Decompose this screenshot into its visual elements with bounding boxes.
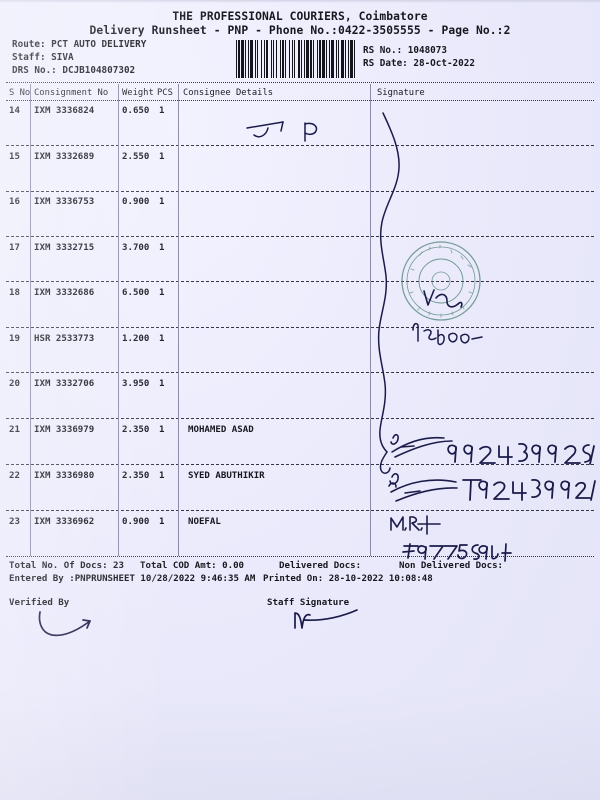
total-cod-amount: Total COD Amt: 0.00: [140, 561, 245, 571]
cell-s-no: 23: [9, 517, 20, 527]
entered-by: Entered By :PNPRUNSHEET 10/28/2022 9:46:…: [9, 574, 256, 584]
handwritten-signature-row22: [388, 473, 458, 502]
handwritten-vertical-stroke: [377, 112, 400, 474]
delivered-docs: Delivered Docs:: [279, 561, 362, 571]
non-delivered-docs: Non Delivered Docs:: [399, 561, 504, 571]
header-meta-left: Route: PCT AUTO DELIVERY Staff: SIVA DRS…: [12, 38, 146, 78]
cell-pcs: 1: [159, 517, 165, 527]
cell-consignment-no: IXM 3332706: [34, 379, 95, 389]
cell-s-no: 14: [9, 106, 20, 116]
cell-s-no: 19: [9, 334, 20, 344]
cell-weight: 3.700: [122, 243, 150, 253]
cell-weight: 1.200: [122, 334, 150, 344]
rs-no-line: RS No.: 1048073: [363, 45, 447, 56]
table-row-rule: [6, 418, 594, 419]
col-header-weight: Weight: [122, 88, 154, 98]
cell-s-no: 17: [9, 243, 20, 253]
cell-weight: 0.650: [122, 106, 150, 116]
company-title: THE PROFESSIONAL COURIERS, Coimbatore: [172, 10, 428, 23]
cell-consignment-no: IXM 3336824: [34, 106, 95, 116]
cell-s-no: 20: [9, 379, 20, 389]
table-row-rule: [6, 145, 594, 146]
cell-pcs: 1: [159, 471, 165, 481]
cell-pcs: 1: [159, 288, 165, 298]
handwritten-verified-by-mark: [38, 611, 91, 637]
cell-s-no: 22: [9, 471, 20, 481]
table-row-rule: [6, 281, 594, 282]
cell-weight: 0.900: [122, 197, 150, 207]
header-meta-right: RS No.: 1048073 RS Date: 28-Oct-2022: [363, 44, 475, 71]
handwritten-staff-signature-mark: [294, 609, 358, 629]
col-header-pcs: PCS: [157, 88, 173, 98]
handwritten-signature-row21: [390, 433, 453, 458]
table-rule-top: [6, 82, 594, 83]
handwritten-phone-row21: [447, 442, 595, 465]
handwritten-phone-row22: [462, 478, 596, 501]
cell-pcs: 1: [159, 243, 165, 253]
cell-s-no: 18: [9, 288, 20, 298]
cell-consignee: NOEFAL: [188, 517, 221, 527]
table-row-rule: [6, 191, 594, 192]
handwritten-initials-jp: [246, 121, 318, 142]
cell-weight: 2.350: [122, 425, 150, 435]
cell-pcs: 1: [159, 425, 165, 435]
cell-weight: 2.350: [122, 471, 150, 481]
col-header-s-no: S No: [9, 88, 31, 98]
cell-s-no: 15: [9, 152, 20, 162]
cell-consignment-no: IXM 3336980: [34, 471, 95, 481]
handwritten-initials-row23: [390, 515, 441, 535]
table-row-rule: [6, 372, 594, 373]
col-header-signature: Signature: [377, 88, 425, 98]
cell-pcs: 1: [159, 106, 165, 116]
col-header-consignee-details: Consignee Details: [183, 88, 274, 98]
cell-consignment-no: IXM 3332715: [34, 243, 95, 253]
cell-weight: 0.900: [122, 517, 150, 527]
cell-consignment-no: IXM 3336962: [34, 517, 95, 527]
rs-date-line: RS Date: 28-Oct-2022: [363, 58, 475, 70]
col-header-consignment-no: Consignment No: [34, 88, 109, 98]
cell-pcs: 1: [159, 334, 165, 344]
barcode-icon: [236, 40, 358, 78]
col-divider-signature: [370, 84, 371, 556]
cell-consignment-no: HSR 2533773: [34, 334, 95, 344]
cell-consignee: MOHAMED ASAD: [188, 425, 254, 435]
staff-signature-label: Staff Signature: [267, 598, 350, 608]
staff-line: Staff: SIVA: [12, 52, 74, 64]
table-rule-bottom: [6, 556, 594, 557]
cell-s-no: 21: [9, 425, 20, 435]
printed-on: Printed On: 28-10-2022 10:08:48: [263, 574, 433, 584]
cell-consignment-no: IXM 3336979: [34, 425, 95, 435]
cell-pcs: 1: [159, 197, 165, 207]
page-top-edge: [0, 0, 600, 3]
cell-consignee: SYED ABUTHIKIR: [188, 471, 265, 481]
total-docs: Total No. Of Docs: 23: [9, 561, 124, 571]
cell-weight: 6.500: [122, 288, 150, 298]
cell-consignment-no: IXM 3332686: [34, 288, 95, 298]
col-divider-sno: [30, 84, 31, 556]
cell-weight: 2.550: [122, 152, 150, 162]
cell-weight: 3.950: [122, 379, 150, 389]
col-divider-pcs: [178, 84, 179, 556]
table-rule-header: [6, 100, 594, 101]
runsheet-subtitle: Delivery Runsheet - PNP - Phone No.:0422…: [89, 24, 511, 37]
cell-consignment-no: IXM 3332689: [34, 152, 95, 162]
handwritten-stamp-signature: [423, 289, 463, 308]
cell-pcs: 1: [159, 152, 165, 162]
cell-consignment-no: IXM 3336753: [34, 197, 95, 207]
table-row-rule: [6, 510, 594, 511]
verified-by-label: Verified By: [9, 598, 70, 608]
handwritten-phone-row23: [402, 543, 512, 562]
cell-s-no: 16: [9, 197, 20, 207]
cell-pcs: 1: [159, 379, 165, 389]
route-line: Route: PCT AUTO DELIVERY: [12, 39, 147, 50]
drs-no-line: DRS No.: DCJB104807302: [12, 65, 136, 77]
table-row-rule: [6, 464, 594, 465]
col-divider-consignment: [118, 84, 119, 556]
table-row-rule: [6, 236, 594, 237]
table-row-rule: [6, 327, 594, 328]
